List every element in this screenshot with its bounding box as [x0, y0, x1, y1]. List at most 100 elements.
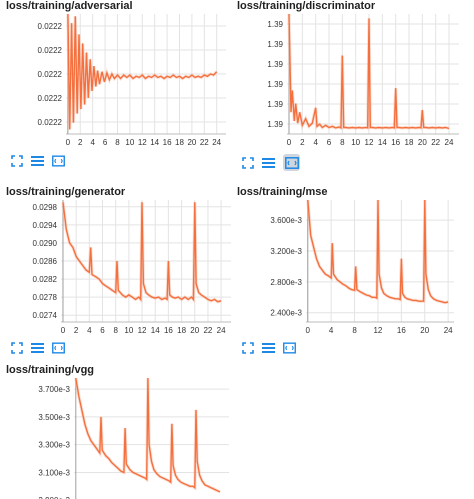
x-tick-label: 18 — [405, 138, 414, 147]
fit-domain-icon[interactable] — [52, 341, 65, 354]
x-tick-label: 4 — [90, 138, 95, 147]
y-tick-label: 2.900e-3 — [38, 496, 70, 499]
series-line — [288, 14, 450, 130]
x-tick-label: 22 — [203, 326, 212, 335]
x-tick-label: 22 — [200, 138, 209, 147]
y-tick-label: 1.39 — [267, 80, 283, 89]
chart-toolbar — [10, 154, 65, 167]
y-tick-label: 0.0274 — [33, 311, 58, 320]
chart-title: loss/training/generator — [6, 186, 126, 198]
y-tick-label: 0.0222 — [38, 46, 63, 55]
x-tick-label: 20 — [418, 138, 427, 147]
series-line — [62, 202, 222, 303]
chart-mse[interactable]: 2.400e-3 2.800e-3 3.200e-3 3.600e-3 0 4 8 12 16 2… — [237, 198, 463, 342]
fit-domain-icon[interactable] — [283, 341, 296, 354]
x-tick-label: 6 — [103, 138, 108, 147]
x-tick-label: 4 — [313, 138, 318, 147]
fit-domain-icon[interactable] — [52, 154, 65, 167]
expand-icon[interactable] — [10, 154, 23, 167]
y-tick-label: 3.100e-3 — [38, 468, 70, 477]
x-tick-label: 24 — [445, 138, 454, 147]
x-tick-label: 14 — [378, 138, 387, 147]
series-line — [75, 378, 221, 493]
y-tick-label: 2.800e-3 — [270, 278, 302, 287]
x-tick-label: 8 — [113, 326, 118, 335]
chart-title: loss/training/mse — [237, 186, 328, 198]
expand-icon[interactable] — [10, 341, 23, 354]
y-tick-label: 0.0222 — [38, 94, 63, 103]
x-tick-label: 20 — [187, 138, 196, 147]
x-tick-label: 20 — [190, 326, 199, 335]
series-line — [307, 200, 449, 304]
expand-icon[interactable] — [241, 156, 254, 169]
x-tick-label: 16 — [163, 138, 172, 147]
x-tick-label: 0 — [61, 326, 66, 335]
x-tick-label: 12 — [373, 326, 382, 335]
y-tick-label: 3.300e-3 — [38, 441, 70, 450]
x-tick-label: 14 — [150, 138, 159, 147]
y-tick-label: 0.0290 — [33, 239, 58, 248]
chart-toolbar — [241, 154, 300, 171]
x-tick-label: 18 — [177, 326, 186, 335]
fit-domain-icon[interactable] — [283, 154, 300, 171]
x-tick-label: 16 — [164, 326, 173, 335]
x-tick-label: 4 — [87, 326, 92, 335]
x-tick-label: 2 — [78, 138, 83, 147]
x-tick-label: 16 — [391, 138, 400, 147]
y-tick-label: 3.500e-3 — [38, 413, 70, 422]
y-tick-label: 0.0222 — [38, 70, 63, 79]
data-list-icon[interactable] — [31, 154, 44, 167]
x-tick-label: 10 — [124, 326, 133, 335]
y-tick-label: 0.0298 — [33, 203, 58, 212]
y-tick-label: 0.0286 — [33, 257, 58, 266]
y-tick-label: 0.0294 — [33, 221, 58, 230]
chart-vgg[interactable]: 2.900e-3 3.100e-3 3.300e-3 3.500e-3 3.700e-3 — [6, 376, 232, 499]
x-tick-label: 12 — [365, 138, 374, 147]
y-tick-label: 0.0278 — [33, 293, 58, 302]
x-tick-label: 16 — [397, 326, 406, 335]
y-tick-label: 1.39 — [267, 60, 283, 69]
x-tick-label: 0 — [66, 138, 71, 147]
x-tick-label: 10 — [351, 138, 360, 147]
data-list-icon[interactable] — [262, 341, 275, 354]
y-tick-label: 1.39 — [267, 40, 283, 49]
x-tick-label: 4 — [329, 326, 334, 335]
chart-card-generator: loss/training/generator 0.0274 0.0278 0.02… — [6, 186, 232, 356]
y-tick-label: 1.39 — [267, 20, 283, 29]
chart-card-vgg: loss/training/vgg 2.900e-3 3.100e-3 3.300e… — [6, 364, 232, 499]
x-tick-label: 24 — [444, 326, 453, 335]
chart-title: loss/training/adversarial — [6, 0, 133, 12]
x-tick-label: 0 — [287, 138, 292, 147]
y-tick-label: 3.600e-3 — [270, 216, 302, 225]
x-tick-label: 22 — [431, 138, 440, 147]
chart-toolbar — [10, 341, 65, 354]
series-line — [67, 14, 218, 130]
y-tick-label: 2.400e-3 — [270, 309, 302, 318]
chart-generator[interactable]: 0.0274 0.0278 0.0282 0.0286 0.0290 0.0294 0.02… — [6, 198, 232, 342]
x-tick-label: 2 — [300, 138, 305, 147]
chart-title: loss/training/vgg — [6, 364, 95, 376]
y-tick-label: 0.0222 — [38, 118, 63, 127]
chart-card-adversarial: loss/training/adversarial 0.0222 0.0222 0.… — [6, 0, 230, 185]
y-tick-label: 0.0282 — [33, 275, 58, 284]
y-tick-label: 0.0222 — [38, 22, 63, 31]
data-list-icon[interactable] — [31, 341, 44, 354]
chart-discriminator[interactable]: 1.391.391.391.391.391.390 2 4 6 8 10 12 14 16 18 2… — [237, 12, 463, 152]
chart-card-mse: loss/training/mse 2.400e-3 2.800e-3 3.200e… — [237, 186, 463, 356]
expand-icon[interactable] — [241, 341, 254, 354]
x-tick-label: 2 — [74, 326, 79, 335]
chart-toolbar — [241, 341, 296, 354]
x-tick-label: 10 — [125, 138, 134, 147]
x-tick-label: 20 — [420, 326, 429, 335]
x-tick-label: 8 — [352, 326, 357, 335]
x-tick-label: 14 — [151, 326, 160, 335]
x-tick-label: 12 — [138, 138, 147, 147]
x-tick-label: 8 — [115, 138, 120, 147]
x-tick-label: 18 — [175, 138, 184, 147]
chart-card-discriminator: loss/training/discriminator 1.39 1.39 1.39… — [237, 0, 463, 185]
y-tick-label: 3.200e-3 — [270, 247, 302, 256]
x-tick-label: 6 — [327, 138, 332, 147]
data-list-icon[interactable] — [262, 156, 275, 169]
chart-title: loss/training/discriminator — [237, 0, 376, 12]
